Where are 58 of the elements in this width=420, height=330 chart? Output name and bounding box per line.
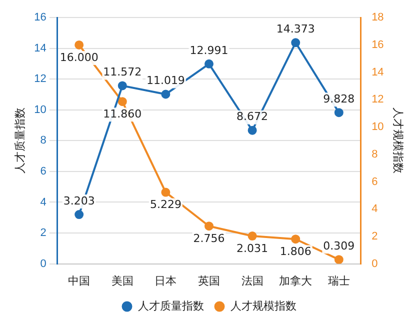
x-tick-label: 瑞士 <box>328 274 350 288</box>
x-tick-label: 日本 <box>154 274 177 288</box>
y2-tick-label: 14 <box>372 66 384 78</box>
data-label: 2.031 <box>236 242 268 255</box>
y-tick-label: 14 <box>34 42 46 54</box>
point <box>74 40 84 50</box>
x-tick-label: 英国 <box>198 274 220 288</box>
point <box>334 108 344 118</box>
data-label: 11.860 <box>103 107 142 120</box>
data-label: 8.672 <box>236 110 268 124</box>
point <box>118 97 127 106</box>
y-tick-label: 6 <box>40 166 46 178</box>
data-label: 3.203 <box>63 194 95 208</box>
y-tick-label: 12 <box>34 73 46 86</box>
data-label: 5.229 <box>150 198 182 212</box>
y-tick-label: 8 <box>40 134 46 147</box>
data-label: 1.806 <box>280 244 312 258</box>
y2-tick-label: 10 <box>372 121 384 134</box>
point <box>161 188 170 197</box>
point <box>248 232 257 241</box>
point <box>118 81 127 90</box>
data-label: 11.019 <box>146 74 185 88</box>
point <box>74 210 84 220</box>
x-tick-label: 美国 <box>111 274 134 288</box>
y2-tick-label: 0 <box>372 258 378 270</box>
y-tick-label: 2 <box>40 227 46 240</box>
y-tick-label: 4 <box>40 196 46 208</box>
y2-axis-title: 人才规模指数 <box>392 108 405 174</box>
data-label: 9.828 <box>323 92 355 106</box>
point <box>334 255 344 264</box>
legend-label: 人才规模指数 <box>230 299 296 312</box>
y-tick-label: 16 <box>34 12 46 24</box>
data-label: 2.756 <box>193 232 225 245</box>
y2-tick-label: 2 <box>372 230 378 242</box>
data-label: 16.000 <box>60 50 98 64</box>
legend-label: 人才质量指数 <box>138 299 204 312</box>
y2-tick-label: 4 <box>372 203 378 216</box>
y2-tick-label: 18 <box>372 12 384 24</box>
y-axis-title: 人才质量指数 <box>13 108 26 174</box>
x-tick-label: 中国 <box>68 274 90 288</box>
point <box>204 59 214 68</box>
x-tick-label: 法国 <box>241 274 264 288</box>
y2-tick-label: 6 <box>372 176 378 188</box>
data-label: 11.572 <box>103 66 142 79</box>
y-tick-label: 0 <box>40 258 46 270</box>
y-tick-label: 10 <box>34 104 46 116</box>
point <box>161 90 170 99</box>
point <box>291 38 300 48</box>
point <box>248 126 257 135</box>
data-label: 12.991 <box>190 44 228 57</box>
data-label: 0.309 <box>323 239 355 252</box>
y2-tick-label: 12 <box>372 94 384 106</box>
point <box>204 222 214 231</box>
data-label: 14.373 <box>276 22 315 36</box>
x-tick-label: 加拿大 <box>279 274 312 288</box>
y2-tick-label: 8 <box>372 148 378 160</box>
point <box>291 234 300 244</box>
y2-tick-label: 16 <box>372 38 384 51</box>
